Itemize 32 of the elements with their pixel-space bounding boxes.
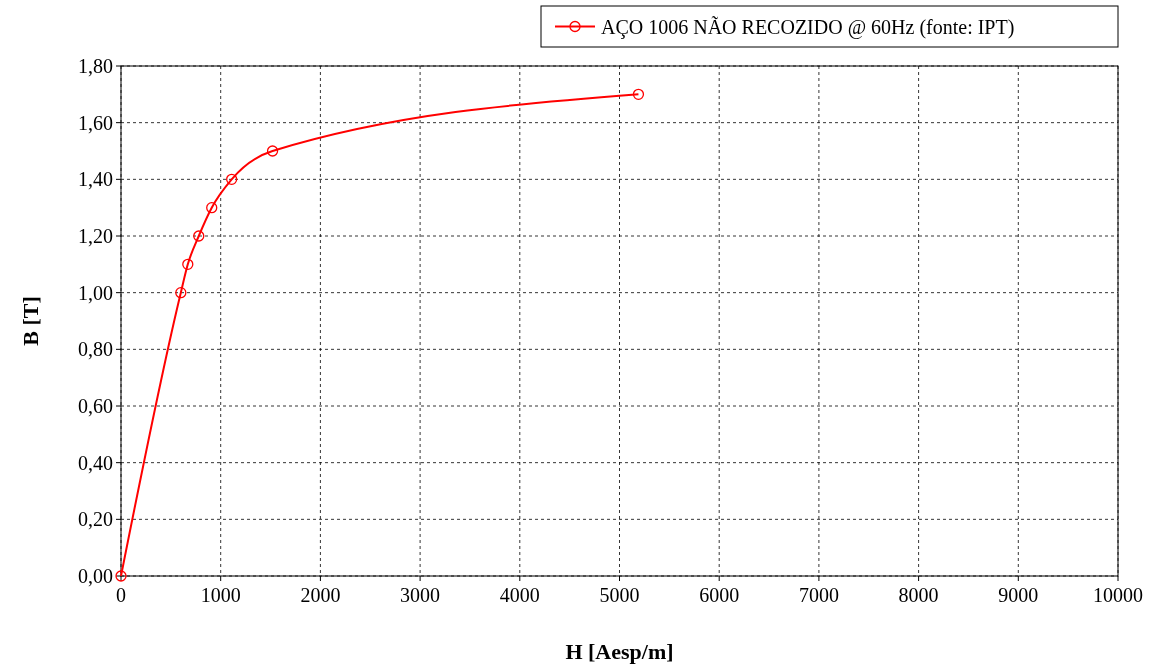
x-tick-label: 7000 [798, 584, 839, 606]
point [206, 202, 218, 214]
y-tick-label: 1,20 [78, 225, 113, 247]
y-tick-label: 1,00 [78, 281, 113, 304]
x-tick-label: 8000 [898, 584, 939, 606]
x-axis-title: H [Aesp/m] [565, 639, 674, 664]
x-tick-label: 6000 [699, 584, 740, 606]
x-tick-label: 5000 [599, 584, 640, 606]
point [193, 230, 205, 242]
legend-label: AÇO 1006 NÃO RECOZIDO @ 60Hz (fonte: IPT) [601, 14, 1015, 39]
y-tick-label: 0,40 [78, 451, 113, 474]
x-tick-label: 0 [116, 584, 126, 606]
y-tick-label: 0,60 [78, 395, 113, 417]
x-tick-label: 1000 [200, 584, 241, 606]
y-tick-label: 0,20 [78, 508, 113, 531]
x-tick-label: 10000 [1093, 584, 1143, 606]
point [266, 145, 279, 157]
y-tick-label: 1,80 [78, 55, 113, 77]
x-tick-label: 9000 [998, 584, 1039, 606]
point [226, 173, 238, 185]
x-tick-label: 2000 [300, 584, 341, 606]
y-tick-label: 1,60 [78, 111, 113, 134]
point [182, 258, 194, 270]
y-axis-title: B [T] [18, 296, 43, 346]
point [632, 88, 645, 100]
point [115, 570, 127, 582]
point [175, 287, 187, 299]
x-tick-label: 3000 [400, 584, 441, 606]
y-tick-label: 0,80 [78, 338, 113, 361]
y-tick-label: 1,40 [78, 168, 113, 191]
y-tick-label: 0,00 [78, 565, 113, 587]
x-tick-label: 4000 [499, 584, 540, 606]
